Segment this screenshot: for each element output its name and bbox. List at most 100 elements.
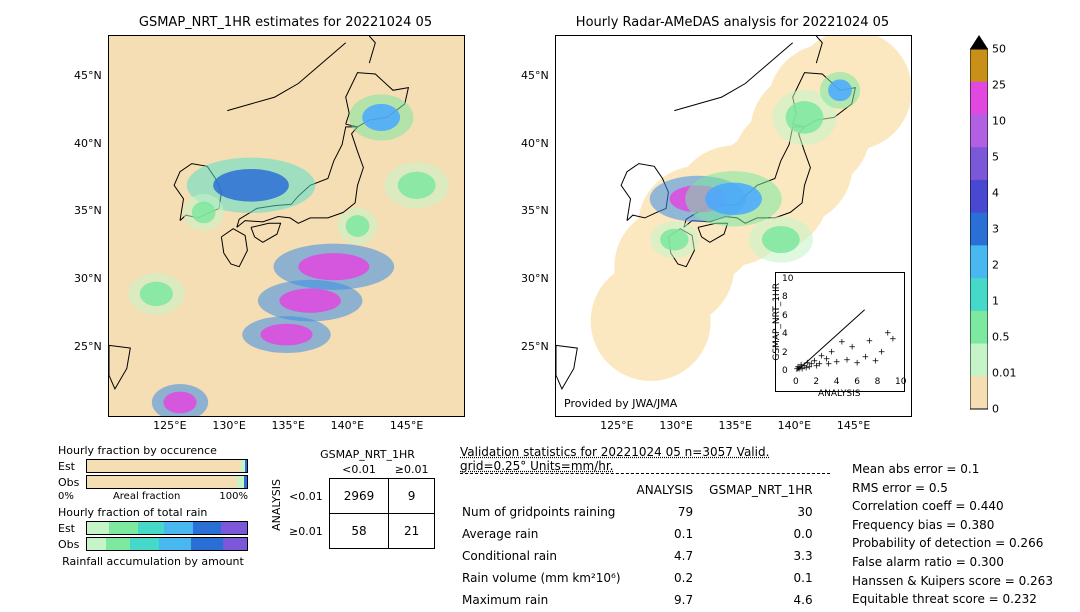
xtick: 140°E <box>331 419 364 432</box>
sc-xtick: 10 <box>895 377 906 387</box>
validation-row: Conditional rain4.73.3 <box>462 546 827 566</box>
ytick: 40°N <box>521 137 549 150</box>
fraction-row: Est <box>58 459 248 473</box>
fraction-segment <box>164 522 193 534</box>
fraction-segment <box>87 538 106 550</box>
fraction-track <box>86 459 248 473</box>
score-line: Equitable threat score = 0.232 <box>852 590 1053 609</box>
validation-row: Num of gridpoints raining7930 <box>462 502 827 522</box>
colorbar-tick: 5 <box>992 151 999 164</box>
fraction-row-label: Obs <box>58 538 86 551</box>
fraction-row-label: Est <box>58 460 86 473</box>
sc-ytick: 0 <box>782 366 788 376</box>
ct-col0: <0.01 <box>329 461 389 479</box>
ct-row0: <0.01 <box>283 479 329 514</box>
colorbar-tick: 2 <box>992 259 999 272</box>
scatter-point: + <box>872 357 880 366</box>
scatter-point: + <box>862 354 870 363</box>
xtick: 145°E <box>390 419 423 432</box>
xtick: 145°E <box>837 419 870 432</box>
validation-cell: 4.6 <box>709 590 826 610</box>
vt-h1: ANALYSIS <box>637 480 708 500</box>
fraction-row: Obs <box>58 475 248 489</box>
colorbar-svg <box>970 35 988 415</box>
validation-row: Maximum rain9.74.6 <box>462 590 827 610</box>
validation-cell: Conditional rain <box>462 546 635 566</box>
validation-cell: 4.7 <box>637 546 708 566</box>
xtick: 130°E <box>659 419 692 432</box>
score-line: Hanssen & Kuipers score = 0.263 <box>852 572 1053 591</box>
validation-cell: Num of gridpoints raining <box>462 502 635 522</box>
score-line: False alarm ratio = 0.300 <box>852 553 1053 572</box>
validation-cell: Rain volume (mm km²10⁶) <box>462 568 635 588</box>
right-map-title: Hourly Radar-AMeDAS analysis for 2022102… <box>555 15 910 30</box>
validation-panel: Validation statistics for 20221024 05 n=… <box>460 445 830 612</box>
scatter-point: + <box>833 358 841 367</box>
xtick: 125°E <box>600 419 633 432</box>
ytick: 30°N <box>521 272 549 285</box>
ytick: 35°N <box>74 204 102 217</box>
validation-cell: 0.0 <box>709 524 826 544</box>
sc-ytick: 8 <box>782 292 788 302</box>
fraction-track <box>86 521 248 535</box>
sc-xtick: 4 <box>834 377 840 387</box>
ytick: 25°N <box>74 340 102 353</box>
colorbar-tick: 0.5 <box>992 331 1010 344</box>
colorbar-tick: 4 <box>992 187 999 200</box>
validation-title: Validation statistics for 20221024 05 n=… <box>460 445 830 474</box>
colorbar: 00.010.512345102550 <box>970 35 988 415</box>
scatter-point: + <box>878 348 886 357</box>
sc-ylabel: GSMAP_NRT_1HR <box>772 283 782 361</box>
vt-h2: GSMAP_NRT_1HR <box>709 480 826 500</box>
fraction-segment <box>159 538 191 550</box>
score-line: Correlation coeff = 0.440 <box>852 497 1053 516</box>
ytick: 45°N <box>74 69 102 82</box>
validation-cell: 0.1 <box>637 524 708 544</box>
validation-row: Rain volume (mm km²10⁶)0.20.1 <box>462 568 827 588</box>
contingency-panel: GSMAP_NRT_1HR ANALYSIS <0.01≥0.01 <0.01 … <box>270 448 435 549</box>
occ-axis-right: 100% <box>219 491 248 502</box>
occ-axis-left: 0% <box>58 491 74 502</box>
validation-cell: 79 <box>637 502 708 522</box>
sc-xlabel: ANALYSIS <box>818 389 860 399</box>
scatter-point: + <box>828 348 836 357</box>
fraction-row: Est <box>58 521 248 535</box>
xtick: 125°E <box>153 419 186 432</box>
score-line: Mean abs error = 0.1 <box>852 460 1053 479</box>
fraction-segment <box>130 538 159 550</box>
right-map-frame: Provided by JWA/JMA 02468100246810++++++… <box>555 35 912 417</box>
colorbar-tick: 10 <box>992 115 1006 128</box>
contingency-col-header: GSMAP_NRT_1HR <box>300 448 435 461</box>
scatter-point: + <box>853 359 861 368</box>
ytick: 25°N <box>521 340 549 353</box>
fraction-segment <box>106 538 130 550</box>
validation-table: ANALYSIS GSMAP_NRT_1HR Num of gridpoints… <box>460 478 829 612</box>
fraction-segment <box>223 538 247 550</box>
fraction-segment <box>138 522 164 534</box>
validation-cell: Maximum rain <box>462 590 635 610</box>
sc-ytick: 6 <box>782 311 788 321</box>
fraction-segment <box>191 538 223 550</box>
fraction-segment <box>193 522 222 534</box>
ct-row1: ≥0.01 <box>283 514 329 549</box>
left-map-panel: GSMAP_NRT_1HR estimates for 20221024 05 <box>108 35 463 415</box>
map-attribution: Provided by JWA/JMA <box>564 397 677 410</box>
sc-ytick: 4 <box>782 329 788 339</box>
ct-11: 21 <box>389 514 435 549</box>
ct-10: 58 <box>329 514 389 549</box>
sc-ytick: 10 <box>782 274 793 284</box>
sc-xtick: 2 <box>813 377 819 387</box>
contingency-table: <0.01≥0.01 <0.01 2969 9 ≥0.01 58 21 <box>283 461 435 549</box>
fraction-row: Obs <box>58 537 248 551</box>
score-line: Probability of detection = 0.266 <box>852 534 1053 553</box>
fraction-segment <box>221 522 247 534</box>
xtick: 135°E <box>719 419 752 432</box>
scatter-point: + <box>843 356 851 365</box>
validation-cell: 9.7 <box>637 590 708 610</box>
fraction-charts: Hourly fraction by occurence EstObs 0% A… <box>58 440 248 570</box>
validation-cell: Average rain <box>462 524 635 544</box>
scatter-point: + <box>866 337 874 346</box>
fraction-segment <box>87 522 109 534</box>
ytick: 45°N <box>521 69 549 82</box>
colorbar-tick: 3 <box>992 223 999 236</box>
